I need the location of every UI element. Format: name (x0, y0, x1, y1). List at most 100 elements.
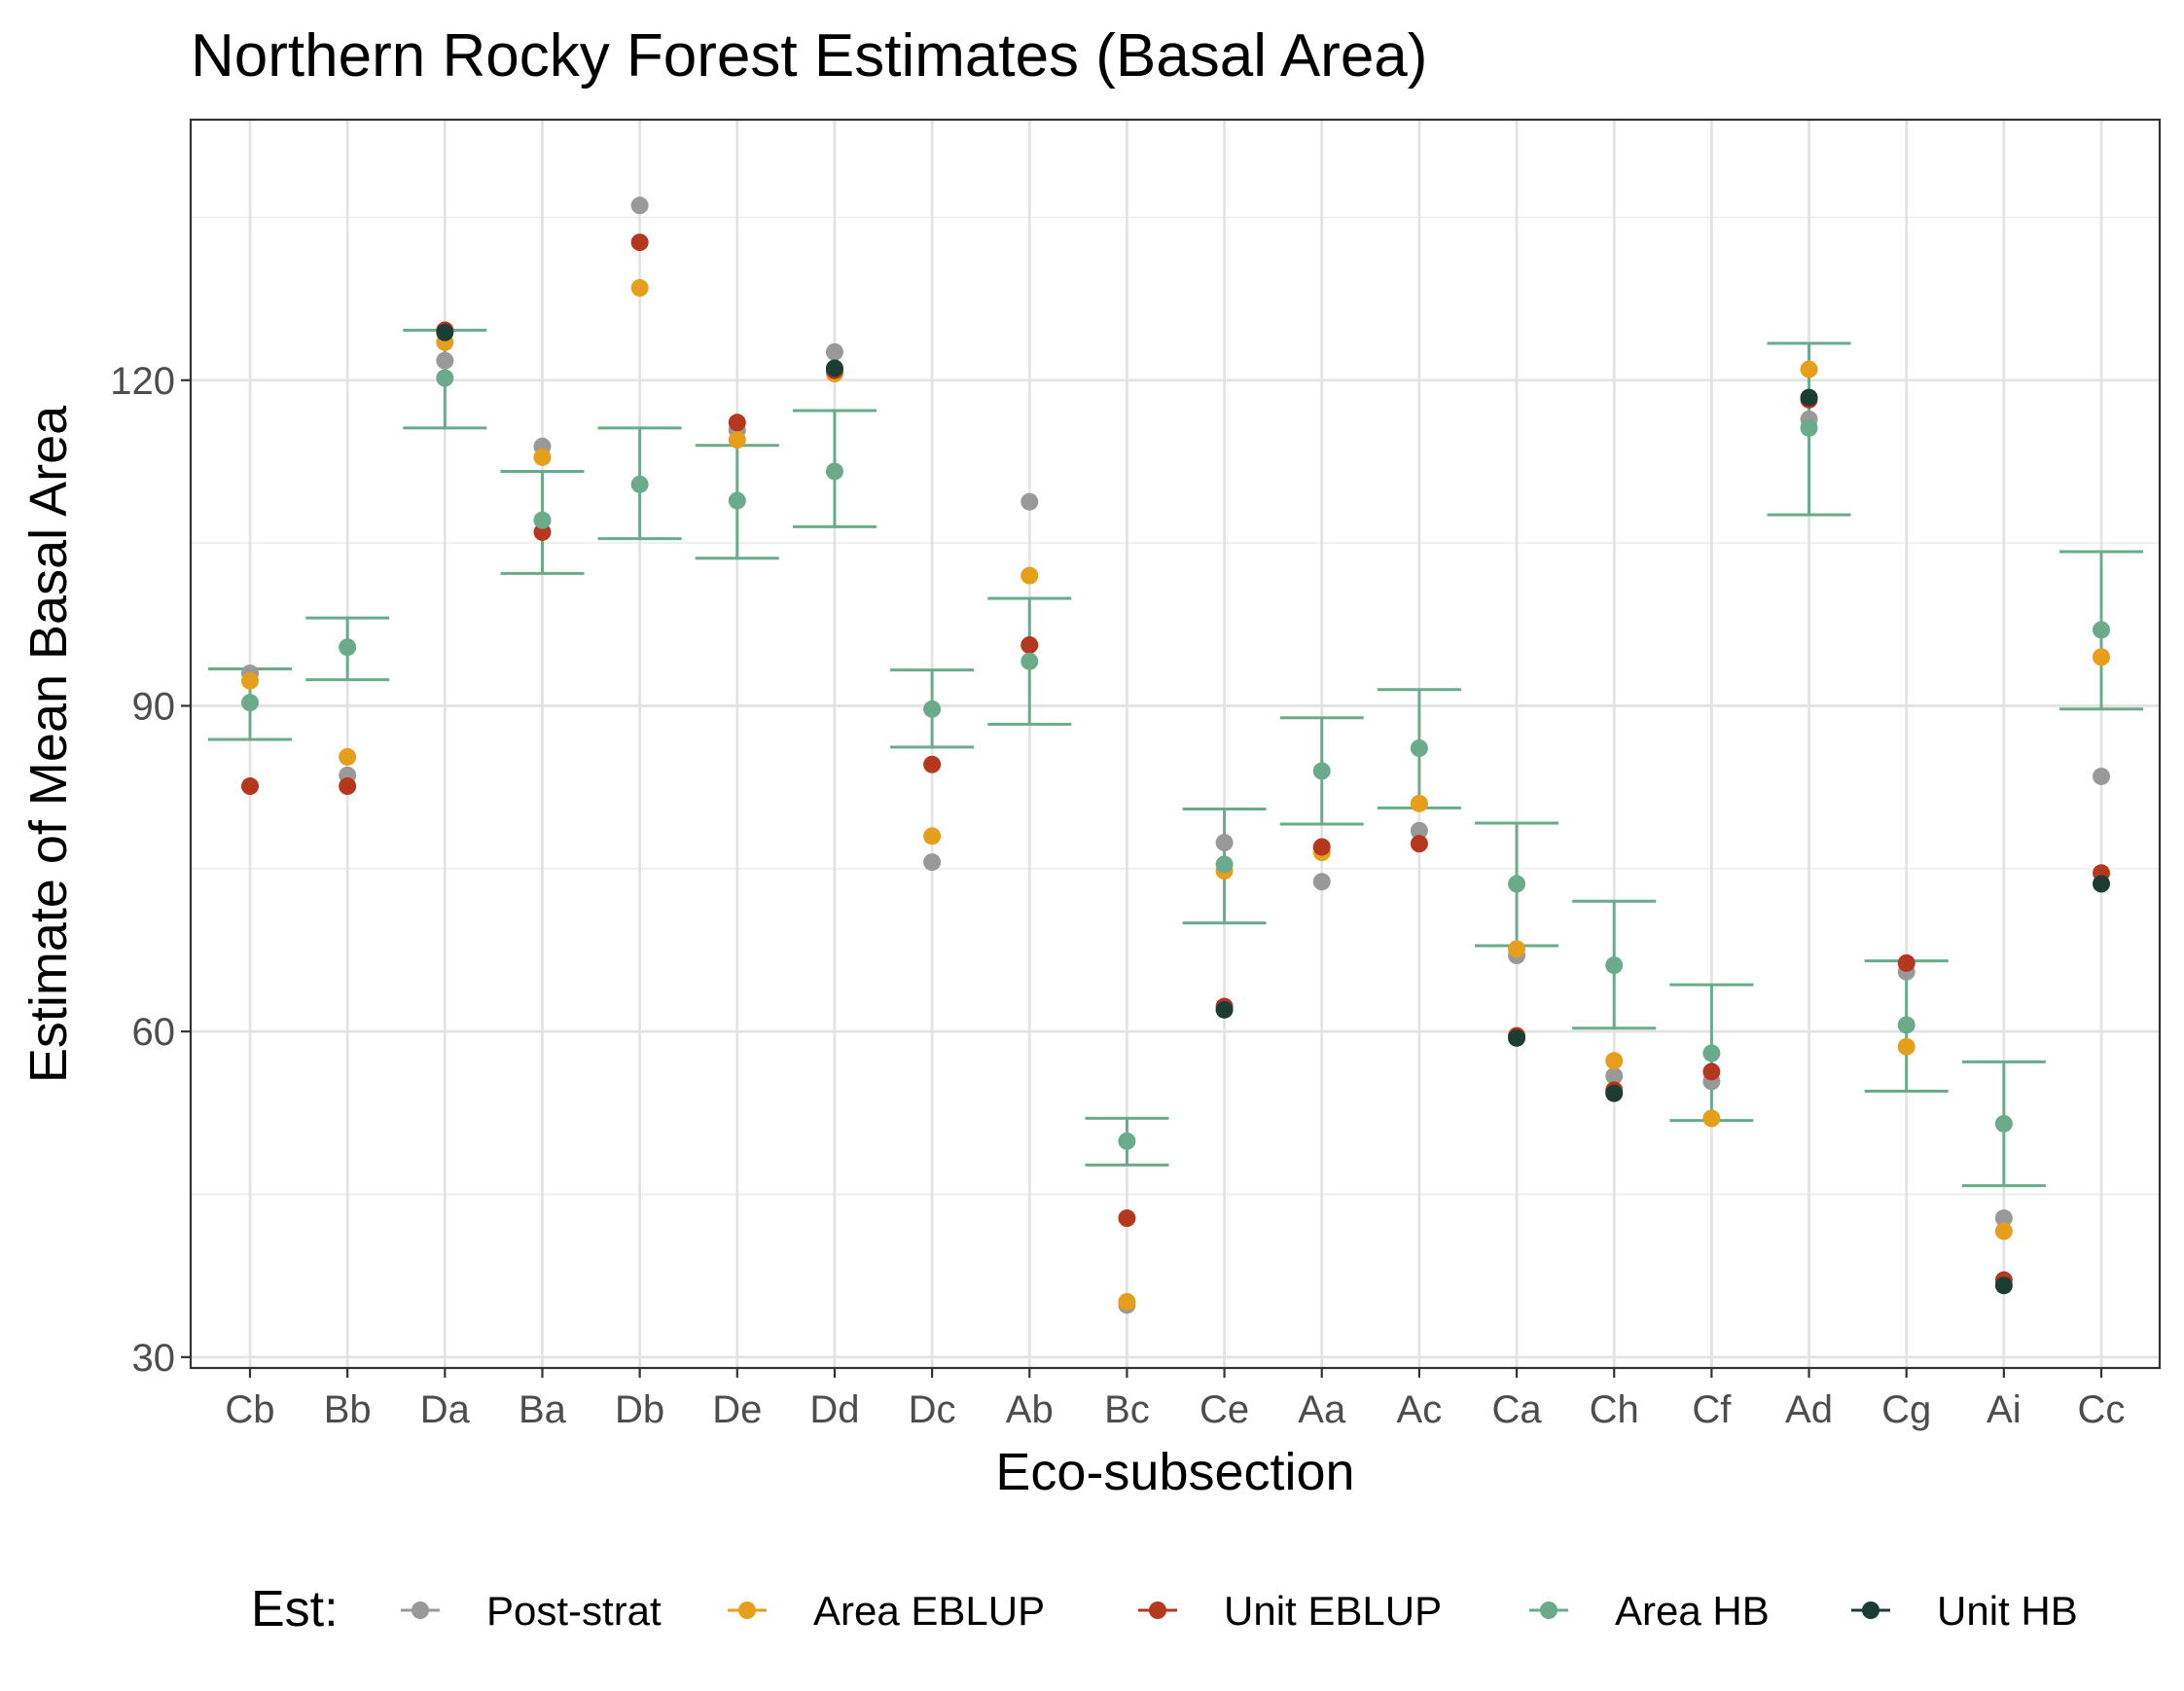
point-area-hb (728, 491, 746, 510)
legend-label: Post-strat (486, 1588, 662, 1634)
point-unit-eblup (923, 755, 942, 774)
point-unit-hb (1800, 388, 1818, 407)
y-tick-label: 90 (132, 685, 176, 728)
legend-item: Unit HB (1851, 1588, 2078, 1634)
point-post-strat (1410, 821, 1428, 840)
point-unit-hb (825, 359, 843, 378)
point-unit-hb (436, 323, 454, 342)
legend-label: Area EBLUP (813, 1588, 1045, 1634)
chart-title: Northern Rocky Forest Estimates (Basal A… (191, 22, 1427, 90)
point-area-hb (825, 462, 843, 481)
x-tick-label: Cg (1881, 1388, 1931, 1431)
grid-layer (191, 120, 2160, 1368)
point-area-hb (1215, 855, 1234, 874)
legend-key-point (738, 1601, 756, 1619)
point-area-eblup (728, 431, 746, 450)
point-unit-hb (2093, 875, 2110, 893)
point-area-hb (1508, 875, 1526, 893)
legend-items: Post-strat Area EBLUP Unit EBLUP Area HB Uni… (401, 1588, 2078, 1634)
point-area-eblup (339, 747, 357, 766)
x-tick-label: Cf (1692, 1388, 1732, 1431)
point-area-hb (436, 369, 454, 387)
point-post-strat (923, 853, 942, 872)
point-area-eblup (1897, 1037, 1915, 1056)
point-area-eblup (1118, 1292, 1136, 1311)
x-tick-label: Bc (1104, 1388, 1150, 1431)
point-area-hb (923, 700, 942, 718)
point-post-strat (1605, 1066, 1624, 1085)
x-tick-label: Da (420, 1388, 471, 1431)
point-area-eblup (1508, 940, 1526, 958)
point-area-eblup (533, 448, 552, 466)
point-area-hb (1605, 956, 1624, 975)
x-tick-label: Dd (809, 1388, 859, 1431)
legend-label: Area HB (1615, 1588, 1770, 1634)
plot-background (191, 120, 2160, 1368)
point-unit-eblup (1897, 953, 1915, 972)
point-area-eblup (1800, 360, 1818, 378)
point-unit-eblup (1702, 1062, 1721, 1081)
point-area-hb (1800, 418, 1818, 437)
legend-item: Post-strat (401, 1588, 662, 1634)
point-area-hb (1020, 652, 1039, 670)
x-tick-label: Ba (519, 1388, 567, 1431)
point-post-strat (1020, 492, 1039, 511)
legend-title: Est: (251, 1581, 339, 1637)
point-unit-hb (1994, 1277, 2013, 1295)
x-tick-label: Cc (2078, 1388, 2126, 1431)
point-unit-eblup (630, 234, 649, 252)
x-tick-label: Ab (1006, 1388, 1054, 1431)
x-tick-label: Db (615, 1388, 664, 1431)
point-area-hb (1312, 762, 1331, 780)
x-tick-label: Ca (1491, 1388, 1542, 1431)
y-tick-label: 120 (110, 360, 175, 403)
marks-layer (208, 197, 2143, 1314)
point-unit-hb (1508, 1028, 1526, 1047)
point-post-strat (2093, 767, 2110, 785)
point-post-strat (1312, 873, 1331, 891)
point-area-hb (339, 638, 357, 657)
x-tick-label: Ac (1397, 1388, 1443, 1431)
point-area-eblup (923, 827, 942, 846)
legend-item: Area EBLUP (728, 1588, 1045, 1634)
point-area-eblup (1994, 1222, 2013, 1241)
legend-key-point (1540, 1601, 1557, 1619)
point-area-eblup (1410, 794, 1428, 812)
point-area-eblup (1605, 1052, 1624, 1070)
point-area-hb (241, 694, 259, 712)
point-area-eblup (2093, 648, 2110, 666)
y-tick-label: 60 (132, 1011, 176, 1054)
x-tick-label: Bb (324, 1388, 372, 1431)
point-unit-eblup (1312, 838, 1331, 856)
point-post-strat (1994, 1209, 2013, 1228)
point-area-hb (1897, 1016, 1915, 1034)
point-area-hb (1118, 1132, 1136, 1150)
point-post-strat (825, 342, 843, 361)
legend-item: Area HB (1529, 1588, 1770, 1634)
point-post-strat (1215, 834, 1234, 852)
point-unit-hb (1605, 1084, 1624, 1102)
axis-layer: 30 60 90 120 Cb Bb Da Ba Db De Dd Dc Ab Bc Ce Aa Ac Ca Ch C… (110, 360, 2125, 1431)
x-tick-label: Cb (225, 1388, 274, 1431)
x-tick-label: Ai (1987, 1388, 2022, 1431)
legend-key-point (412, 1601, 429, 1619)
legend-label: Unit EBLUP (1224, 1588, 1442, 1634)
point-area-eblup (241, 671, 259, 690)
point-area-hb (533, 511, 552, 529)
point-post-strat (436, 351, 454, 370)
point-area-eblup (1702, 1109, 1721, 1128)
point-area-hb (1702, 1044, 1721, 1062)
plot-panel-border (189, 118, 2162, 1370)
y-tick-label: 30 (132, 1337, 176, 1380)
x-tick-label: Ad (1785, 1388, 1833, 1431)
point-post-strat (630, 197, 649, 215)
legend-key-point (1149, 1601, 1166, 1619)
x-tick-label: Aa (1298, 1388, 1346, 1431)
point-unit-eblup (339, 777, 357, 796)
x-tick-label: Dc (909, 1388, 956, 1431)
legend-label: Unit HB (1937, 1588, 2078, 1634)
point-unit-eblup (728, 414, 746, 432)
y-axis-title: Estimate of Mean Basal Area (19, 405, 78, 1083)
x-axis-title: Eco-subsection (995, 1443, 1354, 1501)
